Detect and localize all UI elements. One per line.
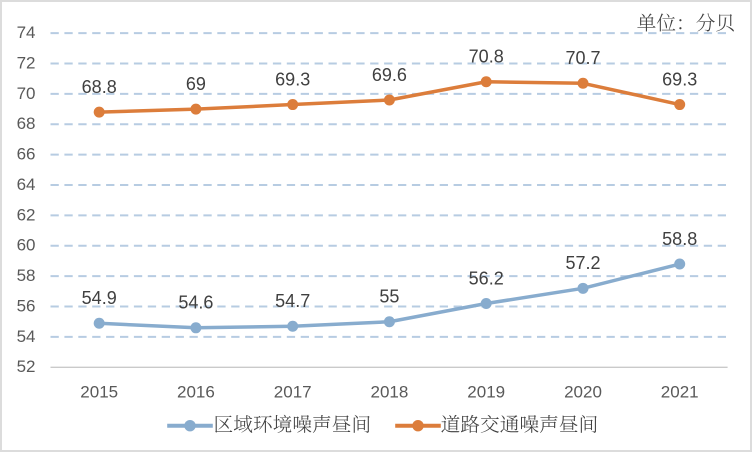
svg-text:70.8: 70.8 [469, 47, 504, 67]
svg-text:55: 55 [379, 287, 399, 307]
svg-text:54: 54 [17, 327, 36, 346]
svg-text:54.7: 54.7 [275, 291, 310, 311]
svg-text:2016: 2016 [177, 383, 215, 402]
svg-text:52: 52 [17, 357, 36, 376]
svg-text:2019: 2019 [467, 383, 505, 402]
svg-text:56: 56 [17, 296, 36, 315]
svg-text:60: 60 [17, 236, 36, 255]
svg-text:69.6: 69.6 [372, 65, 407, 85]
svg-text:62: 62 [17, 205, 36, 224]
svg-text:56.2: 56.2 [469, 268, 504, 288]
svg-text:70.7: 70.7 [565, 48, 600, 68]
svg-text:74: 74 [17, 23, 36, 42]
svg-text:70: 70 [17, 84, 36, 103]
svg-text:72: 72 [17, 53, 36, 72]
svg-text:69.3: 69.3 [662, 69, 697, 89]
svg-text:58: 58 [17, 266, 36, 285]
svg-text:2021: 2021 [661, 383, 699, 402]
svg-text:2018: 2018 [370, 383, 408, 402]
svg-text:58.8: 58.8 [662, 229, 697, 249]
svg-text:64: 64 [17, 175, 36, 194]
svg-text:66: 66 [17, 145, 36, 164]
svg-text:54.6: 54.6 [178, 293, 213, 313]
svg-text:68: 68 [17, 114, 36, 133]
svg-text:54.9: 54.9 [82, 288, 117, 308]
svg-text:2015: 2015 [80, 383, 118, 402]
svg-text:57.2: 57.2 [565, 253, 600, 273]
svg-text:2017: 2017 [274, 383, 312, 402]
svg-text:68.8: 68.8 [82, 77, 117, 97]
svg-text:69.3: 69.3 [275, 69, 310, 89]
svg-text:69: 69 [186, 74, 206, 94]
svg-text:2020: 2020 [564, 383, 602, 402]
